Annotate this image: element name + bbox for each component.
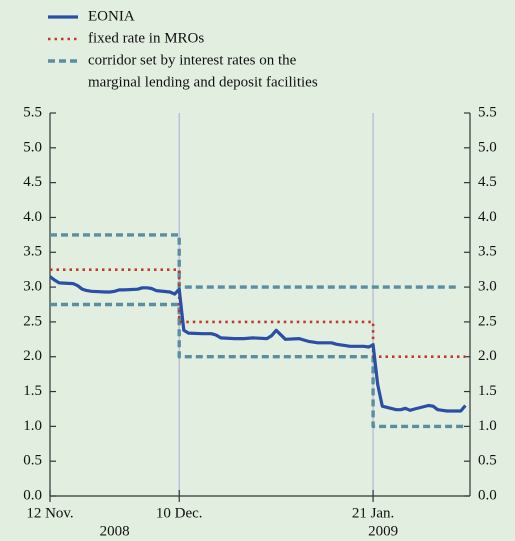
y2-tick-label: 3.0 (478, 279, 497, 295)
y2-tick-label: 1.0 (478, 418, 497, 434)
y2-tick-label: 5.0 (478, 139, 497, 155)
y2-tick-label: 2.5 (478, 313, 497, 329)
legend-label: corridor set by interest rates on the (88, 52, 297, 68)
series-line (50, 268, 466, 358)
y-tick-label: 0.0 (23, 487, 42, 503)
y-tick-label: 4.0 (23, 209, 42, 225)
y2-tick-label: 4.0 (478, 209, 497, 225)
y2-tick-label: 0.0 (478, 487, 497, 503)
y2-tick-label: 5.5 (478, 104, 497, 120)
y-tick-label: 1.0 (23, 418, 42, 434)
series-line (50, 233, 457, 289)
y-tick-label: 4.5 (23, 174, 42, 190)
y-tick-label: 3.0 (23, 279, 42, 295)
x-year-label: 2008 (100, 523, 130, 539)
y2-tick-label: 1.5 (478, 383, 497, 399)
y2-tick-label: 4.5 (478, 174, 497, 190)
y-tick-label: 2.0 (23, 348, 42, 364)
legend-label: fixed rate in MROs (88, 30, 204, 46)
y2-tick-label: 2.0 (478, 348, 497, 364)
y-tick-label: 3.5 (23, 244, 42, 260)
y-tick-label: 5.5 (23, 104, 42, 120)
x-year-label: 2009 (368, 523, 398, 539)
y-tick-label: 1.5 (23, 383, 42, 399)
y-tick-label: 5.0 (23, 139, 42, 155)
y-tick-label: 2.5 (23, 313, 42, 329)
legend-label: EONIA (88, 8, 135, 24)
y-tick-label: 0.5 (23, 453, 42, 469)
x-tick-label: 21 Jan. (352, 505, 395, 521)
y2-tick-label: 3.5 (478, 244, 497, 260)
corridor-lower-line (50, 302, 466, 429)
x-tick-label: 10 Dec. (156, 505, 203, 521)
x-tick-label: 12 Nov. (26, 505, 73, 521)
y2-tick-label: 0.5 (478, 453, 497, 469)
legend-label: marginal lending and deposit facilities (88, 74, 318, 90)
series-line (49, 275, 467, 413)
